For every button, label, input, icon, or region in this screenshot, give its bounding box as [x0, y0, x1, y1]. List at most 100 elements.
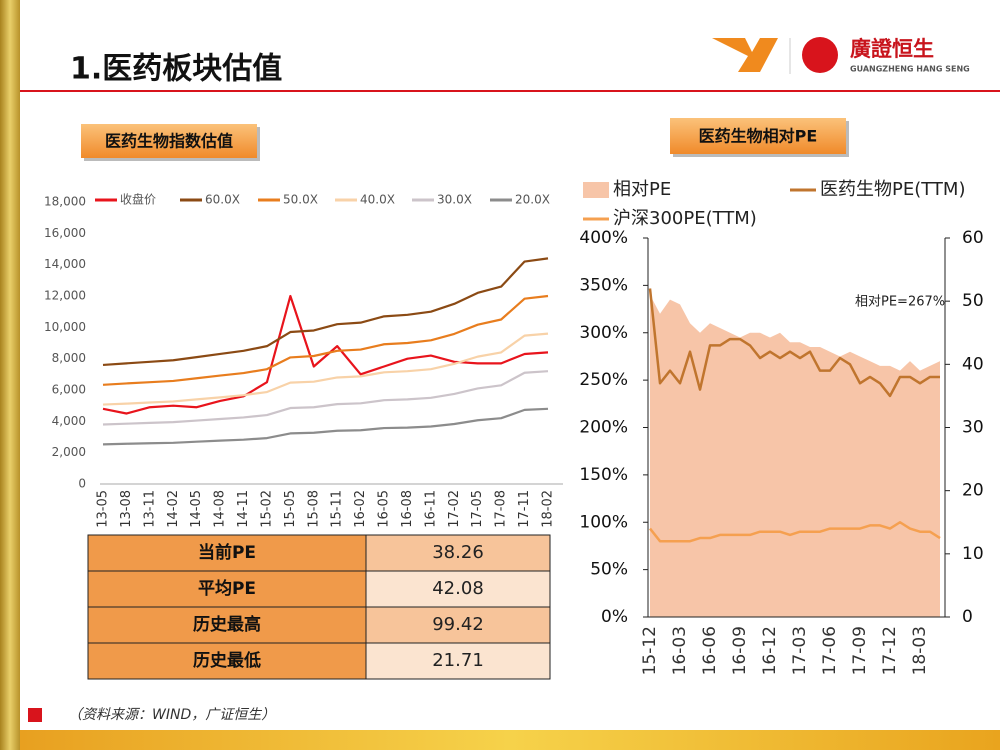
x-tick-label: 13-05 [96, 490, 111, 528]
x-tick-label: 17-12 [880, 626, 900, 675]
table-cell [365, 570, 551, 608]
x-tick-label: 17-02 [447, 490, 462, 528]
x-tick-label: 16-09 [730, 626, 750, 675]
y2-tick-label: 0 [962, 607, 973, 627]
x-tick-label: 18-03 [910, 626, 930, 675]
x-tick-label: 16-12 [760, 626, 780, 675]
table-label: 当前PE [198, 542, 256, 563]
y-tick-label: 150% [579, 465, 628, 485]
legend-label: 60.0X [205, 193, 240, 207]
y-tick-label: 4,000 [52, 414, 86, 428]
logo: 廣證恒生 GUANGZHENG HANG SENG [712, 37, 970, 74]
table-cell [87, 534, 367, 572]
line [102, 294, 549, 386]
legend-label: 相对PE [613, 179, 671, 200]
table-label: 历史最低 [193, 650, 261, 671]
logo-sub: GUANGZHENG HANG SENG [850, 65, 970, 74]
x-tick-label: 16-11 [423, 490, 438, 528]
y2-tick-label: 30 [962, 418, 984, 438]
area [650, 294, 940, 617]
y-tick-label: 100% [579, 512, 628, 532]
y-tick-label: 250% [579, 370, 628, 390]
table-label: 平均PE [198, 578, 256, 599]
legend-label: 医药生物PE(TTM) [820, 179, 965, 200]
source-note: （资料来源：WIND，广证恒生） [68, 707, 275, 723]
legend-label: 收盘价 [120, 192, 156, 207]
line [102, 294, 549, 415]
x-tick-label: 18-02 [541, 490, 556, 528]
side-stripe [0, 0, 20, 750]
y-tick-label: 12,000 [44, 289, 86, 303]
x-tick-label: 14-05 [189, 490, 204, 528]
x-tick-label: 16-06 [700, 626, 720, 675]
y2-tick-label: 40 [962, 354, 984, 374]
y-tick-label: 400% [579, 228, 628, 248]
y-tick-label: 0% [601, 607, 628, 627]
table-label: 历史最高 [193, 614, 261, 635]
x-tick-label: 17-11 [517, 490, 532, 528]
chart-title: 医药生物指数估值 [105, 132, 233, 151]
x-tick-label: 16-05 [377, 490, 392, 528]
y-tick-label: 300% [579, 323, 628, 343]
y-tick-label: 8,000 [52, 351, 86, 365]
line [649, 521, 941, 543]
y-tick-label: 14,000 [44, 257, 86, 271]
table-value: 21.71 [432, 650, 484, 671]
legend-swatch [583, 182, 609, 198]
logo-name: 廣證恒生 [850, 37, 934, 61]
bullet [28, 708, 42, 722]
y-tick-label: 200% [579, 418, 628, 438]
annotation: 相对PE=267% [855, 295, 945, 310]
x-tick-label: 17-08 [494, 490, 509, 528]
x-tick-label: 13-11 [142, 490, 157, 528]
x-tick-label: 17-05 [470, 490, 485, 528]
table-cell [365, 534, 551, 572]
line [102, 407, 549, 446]
y2-tick-label: 20 [962, 481, 984, 501]
chart-tag [670, 118, 846, 154]
table-cell [87, 570, 367, 608]
legend-label: 20.0X [515, 193, 550, 207]
y2-tick-label: 10 [962, 544, 984, 564]
logo-seal [802, 37, 838, 73]
x-tick-label: 16-03 [670, 626, 690, 675]
x-tick-label: 13-08 [119, 490, 134, 528]
x-tick-label: 15-12 [640, 626, 660, 675]
x-tick-label: 17-03 [790, 626, 810, 675]
legend-label: 30.0X [437, 193, 472, 207]
y-tick-label: 0 [78, 477, 86, 491]
table-value: 38.26 [432, 542, 484, 563]
line [102, 332, 549, 406]
legend-label: 50.0X [283, 193, 318, 207]
y-tick-label: 2,000 [52, 445, 86, 459]
x-tick-label: 15-05 [283, 490, 298, 528]
x-tick-label: 17-06 [820, 626, 840, 675]
chart-title: 医药生物相对PE [699, 127, 818, 146]
table-cell [365, 606, 551, 644]
legend-label: 沪深300PE(TTM) [613, 208, 757, 229]
y2-tick-label: 50 [962, 291, 984, 311]
page-title: 1.医药板块估值 [70, 52, 282, 87]
chart-tag [81, 124, 257, 158]
y-tick-label: 16,000 [44, 226, 86, 240]
table-value: 99.42 [432, 614, 484, 635]
x-tick-label: 16-08 [400, 490, 415, 528]
y-tick-label: 50% [590, 560, 628, 580]
x-tick-label: 14-11 [236, 490, 251, 528]
x-tick-label: 14-02 [166, 490, 181, 528]
x-tick-label: 15-11 [330, 490, 345, 528]
y-tick-label: 350% [579, 275, 628, 295]
line [102, 257, 549, 367]
table-value: 42.08 [432, 578, 484, 599]
x-tick-label: 14-08 [213, 490, 228, 528]
x-tick-label: 17-09 [850, 626, 870, 675]
bottom-bar [20, 730, 1000, 750]
y2-tick-label: 60 [962, 228, 984, 248]
table-cell [365, 642, 551, 680]
x-tick-label: 15-02 [259, 490, 274, 528]
line [648, 288, 940, 398]
y-tick-label: 6,000 [52, 383, 86, 397]
y-tick-label: 10,000 [44, 320, 86, 334]
line [102, 370, 549, 426]
